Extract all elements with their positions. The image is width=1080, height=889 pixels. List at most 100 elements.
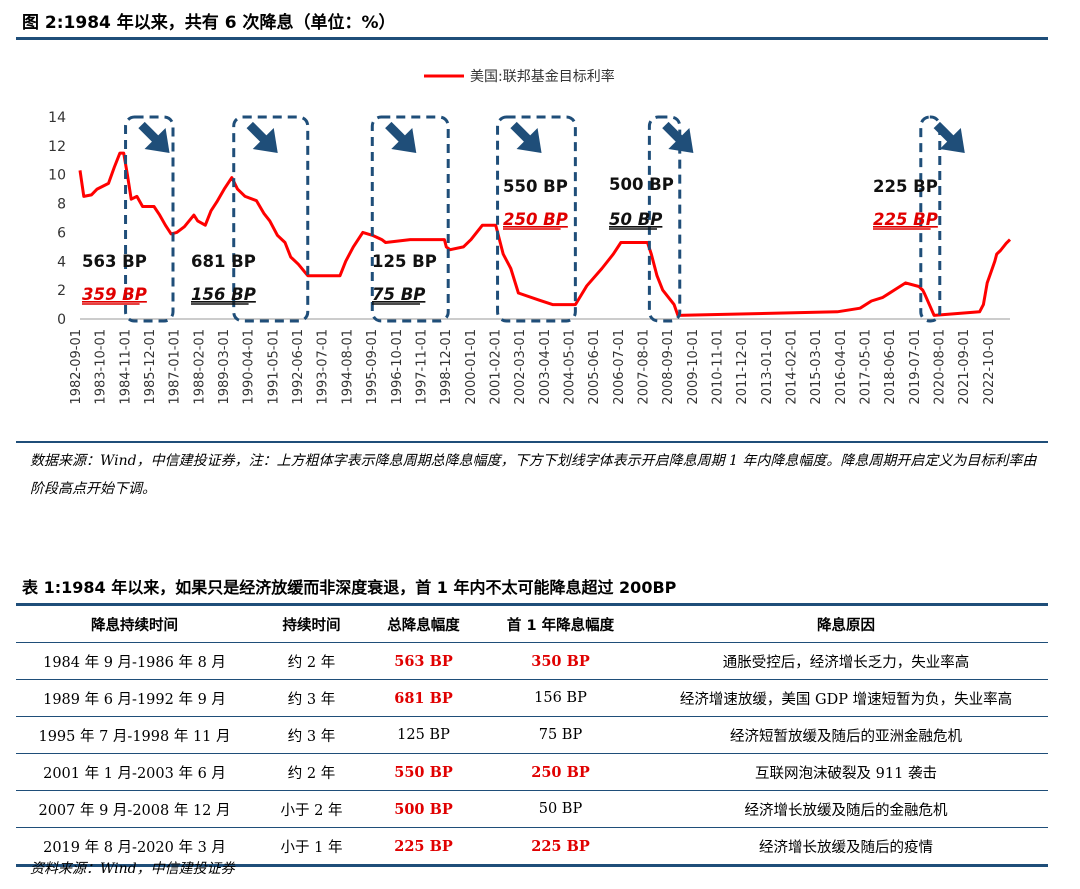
x-tick-label: 1983-10-01 bbox=[94, 329, 109, 405]
x-tick-label: 2008-09-01 bbox=[661, 329, 676, 405]
cell-period: 2019 年 8 月-2020 年 3 月 bbox=[16, 827, 253, 867]
y-tick-label: 14 bbox=[48, 110, 66, 126]
x-tick-label: 1998-12-01 bbox=[439, 329, 454, 405]
x-tick-label: 2022-10-01 bbox=[982, 329, 997, 405]
y-tick-label: 12 bbox=[48, 139, 66, 155]
first-year-cut-label: 156 BP bbox=[191, 285, 256, 304]
x-tick-label: 2011-12-01 bbox=[735, 329, 750, 405]
cell-total-cut: 681 BP bbox=[370, 679, 477, 717]
header-duration: 持续时间 bbox=[253, 603, 370, 643]
cell-reason: 通胀受控后，经济增长乏力，失业率高 bbox=[644, 642, 1048, 680]
cell-first-year-cut: 75 BP bbox=[477, 716, 644, 754]
cell-period: 2007 年 9 月-2008 年 12 月 bbox=[16, 790, 253, 828]
down-arrow-head-icon bbox=[391, 128, 417, 153]
y-tick-label: 10 bbox=[48, 168, 66, 184]
rate-cut-period-box bbox=[496, 115, 577, 323]
figure-bottom-rule bbox=[16, 441, 1048, 443]
cell-total-cut: 550 BP bbox=[370, 753, 477, 791]
down-arrow-head-icon bbox=[144, 128, 170, 153]
x-tick-label: 2004-05-01 bbox=[562, 329, 577, 405]
x-tick-label: 2010-11-01 bbox=[711, 329, 726, 405]
table-title: 表 1:1984 年以来，如果只是经济放缓而非深度衰退，首 1 年内不太可能降息… bbox=[22, 578, 677, 597]
legend-label: 美国:联邦基金目标利率 bbox=[470, 68, 615, 85]
table-row: 1995 年 7 月-1998 年 11 月约 3 年 125 BP 75 BP 经济… bbox=[16, 716, 1048, 754]
y-tick-label: 4 bbox=[57, 254, 66, 270]
x-tick-label: 1989-03-01 bbox=[217, 329, 232, 405]
x-tick-label: 1990-04-01 bbox=[242, 329, 257, 405]
x-tick-label: 1987-01-01 bbox=[168, 329, 183, 405]
x-tick-label: 1996-10-01 bbox=[390, 329, 405, 405]
x-tick-label: 2019-07-01 bbox=[908, 329, 923, 405]
cell-period: 2001 年 1 月-2003 年 6 月 bbox=[16, 753, 253, 791]
y-tick-label: 8 bbox=[57, 197, 66, 213]
x-tick-label: 1995-09-01 bbox=[365, 329, 380, 405]
first-year-cut-label: 359 BP bbox=[82, 285, 147, 304]
cell-total-cut: 500 BP bbox=[370, 790, 477, 828]
fed-funds-rate-chart: 美国:联邦基金目标利率 0 2 4 6 8 10 12 14 1982-09-01 1983-10-… bbox=[48, 68, 1012, 405]
header-first-year-cut: 首 1 年降息幅度 bbox=[477, 603, 644, 643]
first-year-cut-label: 250 BP bbox=[503, 210, 568, 229]
x-tick-label: 2016-04-01 bbox=[834, 329, 849, 405]
x-tick-label: 1988-02-01 bbox=[192, 329, 207, 405]
down-arrow-icon bbox=[933, 121, 956, 145]
cell-first-year-cut: 225 BP bbox=[477, 827, 644, 867]
y-tick-label: 6 bbox=[57, 225, 66, 241]
x-tick-label: 2020-08-01 bbox=[933, 329, 948, 405]
table-row: 2001 年 1 月-2003 年 6 月约 2 年 550 BP 250 BP 互联… bbox=[16, 753, 1048, 791]
table-row: 1984 年 9 月-1986 年 8 月约 2 年 563 BP 350 BP 通胀… bbox=[16, 642, 1048, 680]
x-tick-label: 1992-06-01 bbox=[291, 329, 306, 405]
rate-cut-period-box bbox=[919, 115, 942, 323]
total-cut-label: 681 BP bbox=[191, 252, 256, 271]
cell-reason: 经济增速放缓，美国 GDP 增速短暂为负，失业率高 bbox=[644, 679, 1048, 717]
x-tick-label: 2018-06-01 bbox=[883, 329, 898, 405]
cell-reason: 经济短暂放缓及随后的亚洲金融危机 bbox=[644, 716, 1048, 754]
cell-first-year-cut: 50 BP bbox=[477, 790, 644, 828]
x-tick-label: 2001-02-01 bbox=[488, 329, 503, 405]
cell-period: 1995 年 7 月-1998 年 11 月 bbox=[16, 716, 253, 754]
table-header-row: 降息持续时间 持续时间 总降息幅度 首 1 年降息幅度 降息原因 bbox=[16, 603, 1048, 643]
cell-total-cut: 563 BP bbox=[370, 642, 477, 680]
table-row: 2019 年 8 月-2020 年 3 月小于 1 年 225 BP 225 BP 经… bbox=[16, 827, 1048, 867]
down-arrow-head-icon bbox=[668, 128, 694, 153]
total-cut-label: 563 BP bbox=[82, 252, 147, 271]
x-tick-label: 2015-03-01 bbox=[809, 329, 824, 405]
cell-reason: 经济增长放缓及随后的疫情 bbox=[644, 827, 1048, 867]
cell-period: 1989 年 6 月-1992 年 9 月 bbox=[16, 679, 253, 717]
x-tick-label: 2005-06-01 bbox=[587, 329, 602, 405]
table-row: 2007 年 9 月-2008 年 12 月小于 2 年 500 BP 50 BP 经… bbox=[16, 790, 1048, 828]
table-source: 资料来源：Wind，中信建投证券 bbox=[30, 861, 235, 877]
rate-cut-table: 降息持续时间 持续时间 总降息幅度 首 1 年降息幅度 降息原因 1984 年 … bbox=[16, 603, 1048, 867]
x-tick-label: 2000-01-01 bbox=[464, 329, 479, 405]
total-cut-label: 500 BP bbox=[609, 175, 674, 194]
x-tick-label: 2021-09-01 bbox=[957, 329, 972, 405]
x-tick-label: 1994-08-01 bbox=[340, 329, 355, 405]
x-tick-label: 2014-02-01 bbox=[785, 329, 800, 405]
x-tick-label: 1993-07-01 bbox=[316, 329, 331, 405]
x-tick-label: 1997-11-01 bbox=[414, 329, 429, 405]
x-tick-label: 1984-11-01 bbox=[118, 329, 133, 405]
rate-cut-period-box bbox=[370, 115, 450, 323]
cell-duration: 小于 2 年 bbox=[253, 790, 370, 828]
first-year-cut-label: 75 BP bbox=[372, 285, 425, 304]
x-tick-label: 2003-04-01 bbox=[538, 329, 553, 405]
header-total-cut: 总降息幅度 bbox=[370, 603, 477, 643]
x-tick-label: 1982-09-01 bbox=[69, 329, 84, 405]
cell-duration: 约 3 年 bbox=[253, 679, 370, 717]
cell-duration: 约 2 年 bbox=[253, 753, 370, 791]
total-cut-label: 550 BP bbox=[503, 177, 568, 196]
x-tick-label: 2009-10-01 bbox=[686, 329, 701, 405]
first-year-cut-label: 225 BP bbox=[873, 210, 938, 229]
down-arrow-head-icon bbox=[252, 128, 278, 153]
down-arrow-icon bbox=[510, 121, 533, 145]
total-cut-label: 125 BP bbox=[372, 252, 437, 271]
total-cut-label: 225 BP bbox=[873, 177, 938, 196]
x-tick-label: 2002-03-01 bbox=[513, 329, 528, 405]
rate-cut-period-box bbox=[647, 115, 682, 323]
x-tick-label: 1991-05-01 bbox=[266, 329, 281, 405]
cell-first-year-cut: 350 BP bbox=[477, 642, 644, 680]
cell-first-year-cut: 250 BP bbox=[477, 753, 644, 791]
rate-cut-period-box bbox=[124, 115, 175, 323]
down-arrow-head-icon bbox=[939, 128, 965, 153]
table-row: 1989 年 6 月-1992 年 9 月约 3 年 681 BP 156 BP 经济… bbox=[16, 679, 1048, 717]
x-tick-label: 2017-05-01 bbox=[859, 329, 874, 405]
